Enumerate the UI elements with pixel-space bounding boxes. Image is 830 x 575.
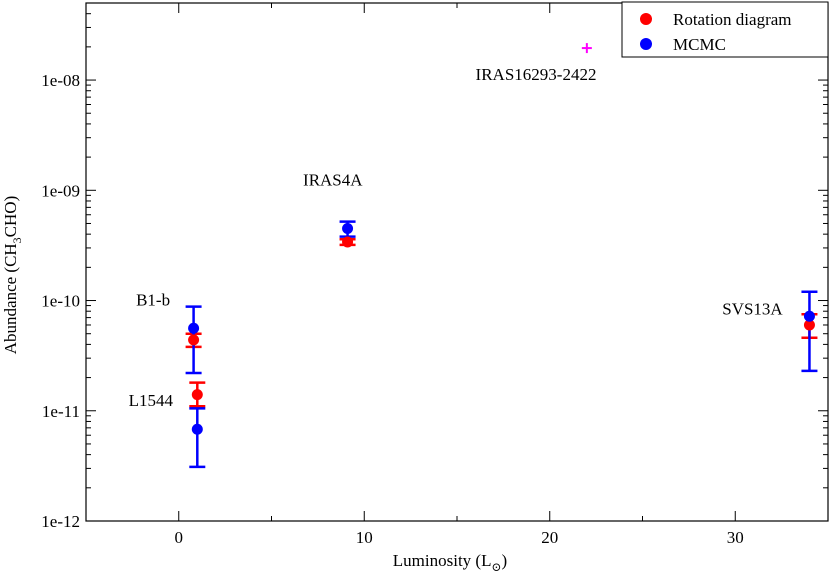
legend: Rotation diagram MCMC [621, 1, 829, 58]
data-point-rotation-diagram [188, 334, 200, 346]
y-axis-title-subscript: 3 [10, 237, 24, 243]
annotation-label: IRAS16293-2422 [476, 65, 597, 84]
x-tick-label: 0 [175, 528, 184, 547]
legend-label-mcmc: MCMC [673, 35, 726, 54]
legend-box [621, 1, 829, 58]
annotations: IRAS16293-2422 IRAS4A B1-b L1544 SVS13A [129, 65, 784, 410]
annotation-label: SVS13A [722, 299, 783, 318]
data-point-mcmc [188, 322, 200, 334]
data-point-mcmc [342, 223, 354, 235]
y-tick-label: 1e-12 [41, 512, 80, 531]
x-tick-label: 20 [541, 528, 558, 547]
y-axis-title-rest: CHO) [1, 196, 20, 238]
legend-marker-mcmc [640, 38, 652, 50]
data-point-mcmc [803, 310, 815, 322]
y-tick-label: 1e-11 [42, 402, 80, 421]
x-axis-title: Luminosity (L⊙) [393, 551, 507, 574]
x-tick-label: 30 [727, 528, 744, 547]
annotation-label: L1544 [129, 391, 174, 410]
y-axis-title-main: Abundance (CH [1, 243, 20, 354]
axes: 0 10 20 30 1e-12 1e-11 1e-10 1e-09 1e-08 [41, 2, 829, 547]
y-axis-title: Abundance (CH3CHO) [1, 196, 24, 355]
data-point-rotation-diagram [803, 319, 815, 331]
plot-area [185, 43, 818, 469]
legend-label-rotation-diagram: Rotation diagram [673, 10, 792, 29]
x-tick-label: 10 [356, 528, 373, 547]
x-axis-title-main: Luminosity (L [393, 551, 492, 570]
data-point-rotation-diagram [191, 389, 203, 401]
y-tick-label: 1e-10 [41, 292, 80, 311]
y-tick-label: 1e-08 [41, 71, 80, 90]
x-axis-title-sun-symbol: ⊙ [491, 560, 501, 574]
legend-marker-rotation-diagram [640, 13, 652, 25]
data-point-rotation-diagram [342, 236, 354, 248]
annotation-label: B1-b [136, 291, 170, 310]
data-point-mcmc [191, 423, 203, 435]
annotation-label: IRAS4A [303, 171, 363, 190]
y-tick-label: 1e-09 [41, 181, 80, 200]
x-axis-title-close: ) [502, 551, 508, 570]
